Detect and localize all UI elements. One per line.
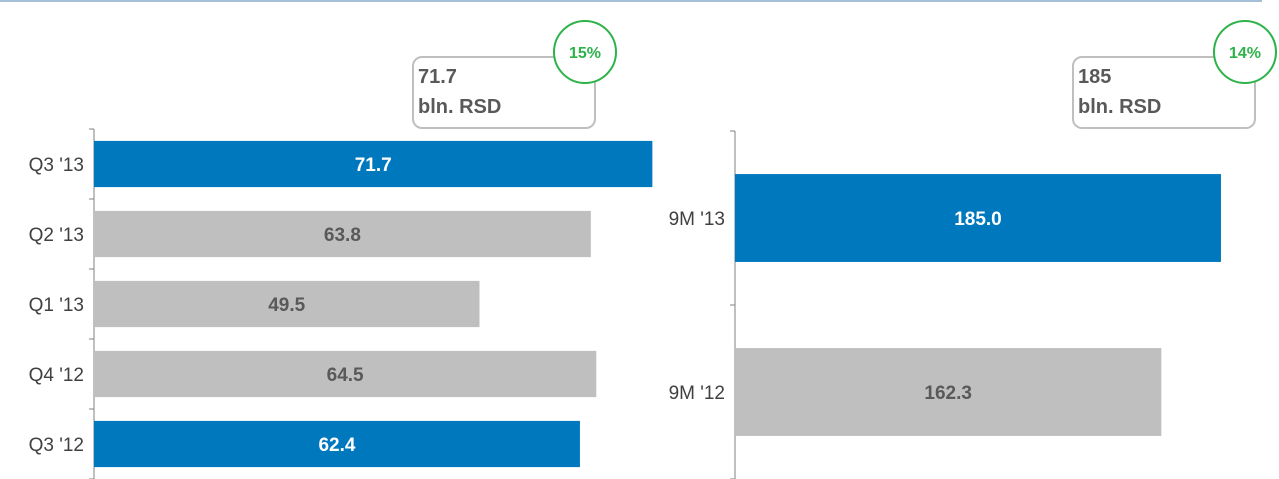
right-bar	[735, 174, 1221, 262]
left-value-label: 71.7	[355, 155, 392, 176]
right-category-label: 9M '13	[669, 209, 725, 230]
right-growth-badge: 14%	[1213, 20, 1277, 84]
left-callout-value: 71.7	[418, 66, 457, 88]
left-callout-box	[412, 56, 596, 129]
left-value-label: 63.8	[324, 225, 361, 246]
left-category-label: Q3 '13	[29, 155, 84, 176]
left-bar	[94, 210, 591, 258]
left-category-label: Q1 '13	[29, 295, 84, 316]
right-growth-label: 14%	[1229, 45, 1261, 62]
left-growth-circle	[553, 20, 617, 84]
right-callout: 185 bln. RSD	[1072, 56, 1256, 129]
right-callout-unit: bln. RSD	[1078, 96, 1161, 118]
left-category-label: Q2 '13	[29, 225, 84, 246]
right-callout-value: 185	[1078, 66, 1111, 88]
left-category-label: Q4 '12	[29, 365, 84, 386]
right-bar	[735, 348, 1162, 436]
left-value-label: 64.5	[327, 365, 364, 386]
left-bar	[94, 420, 580, 468]
left-bar	[94, 280, 480, 328]
right-value-label: 185.0	[954, 209, 1002, 230]
right-callout-box	[1072, 56, 1256, 129]
left-callout: 71.7 bln. RSD	[412, 56, 596, 129]
left-value-label: 62.4	[318, 435, 355, 456]
left-category-label: Q3 '12	[29, 435, 84, 456]
left-bar	[94, 140, 653, 188]
left-growth-badge: 15%	[553, 20, 617, 84]
left-value-label: 49.5	[268, 295, 305, 316]
left-callout-unit: bln. RSD	[418, 96, 501, 118]
left-bar	[94, 350, 597, 398]
right-category-label: 9M '12	[669, 383, 725, 404]
right-growth-circle	[1213, 20, 1277, 84]
left-bar-chart: 71.7 Q3 '13 63.8 Q2 '13 49.5 Q1 '13 64.5 Q4 '12…	[29, 128, 653, 479]
left-growth-label: 15%	[569, 45, 601, 62]
right-value-label: 162.3	[924, 383, 972, 404]
right-bar-chart: 185.0 9M '13 162.3 9M '12	[669, 130, 1221, 479]
